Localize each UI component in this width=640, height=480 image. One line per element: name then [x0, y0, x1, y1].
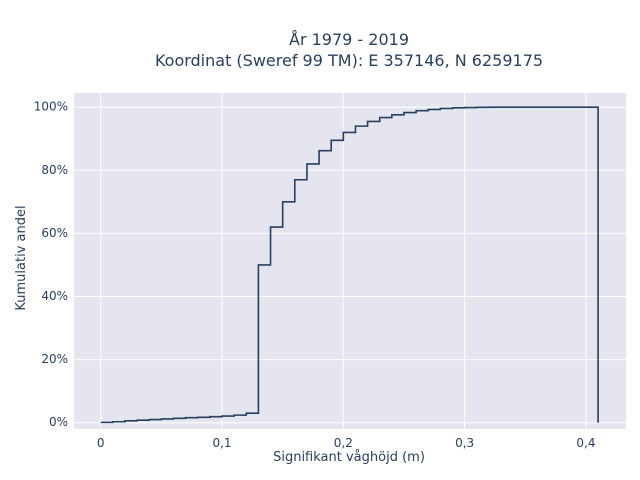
x-tick-label: 0,2 — [334, 436, 353, 450]
x-tick-labels: 0 0,1 0,2 0,3 0,4 — [97, 436, 596, 450]
y-tick-label: 40% — [41, 289, 68, 303]
x-tick-label: 0,1 — [212, 436, 231, 450]
x-tick-label: 0,4 — [576, 436, 595, 450]
x-gridlines — [100, 93, 587, 429]
y-tick-label: 0% — [49, 415, 68, 429]
x-tick-label: 0 — [97, 436, 105, 450]
x-axis-label: Signifikant våghöjd (m) — [273, 450, 425, 465]
chart-title: År 1979 - 2019 — [289, 30, 409, 49]
cumulative-step-line — [100, 106, 599, 424]
y-axis-label: Kumulativ andel — [14, 205, 29, 310]
plot-area — [74, 93, 626, 429]
series-layer — [100, 106, 599, 424]
y-tick-label: 80% — [41, 163, 68, 177]
y-tick-labels: 0% 20% 40% 60% 80% 100% — [34, 100, 68, 429]
y-tick-label: 20% — [41, 352, 68, 366]
y-tick-label: 100% — [34, 100, 68, 114]
chart-subtitle: Koordinat (Sweref 99 TM): E 357146, N 62… — [155, 51, 543, 70]
x-tick-label: 0,3 — [455, 436, 474, 450]
y-tick-label: 60% — [41, 226, 68, 240]
